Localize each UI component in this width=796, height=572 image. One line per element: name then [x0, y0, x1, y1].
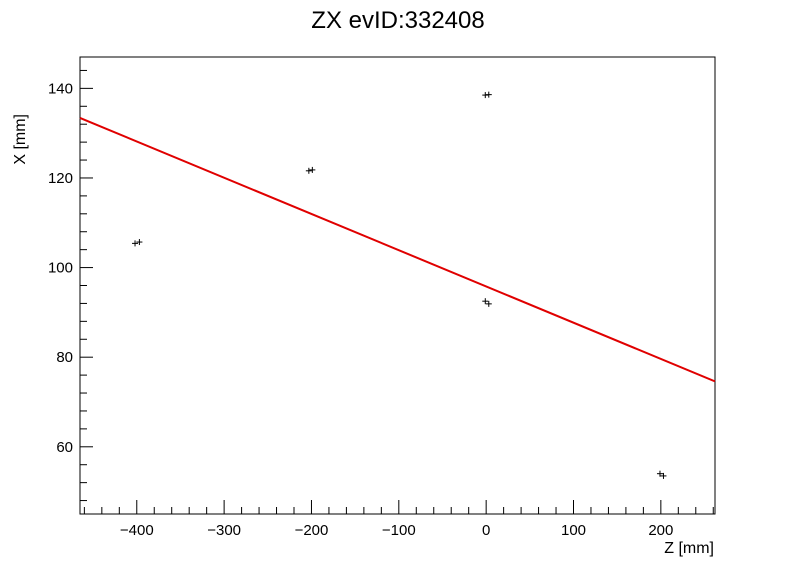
data-point — [656, 470, 663, 477]
fit-line-group — [79, 117, 716, 383]
data-point — [309, 166, 316, 173]
y-axis-label: X [mm] — [12, 114, 29, 165]
y-tick-label: 80 — [56, 349, 73, 366]
x-tick-label: 100 — [561, 522, 586, 539]
x-tick-label: −300 — [207, 522, 241, 539]
data-point — [485, 300, 492, 307]
x-tick-label: 200 — [648, 522, 673, 539]
x-axis: −400 −300 −200 −100 0 100 200 — [83, 500, 714, 539]
y-axis: 60 80 100 120 140 — [48, 69, 93, 502]
data-point — [305, 167, 312, 174]
x-tick-label: −100 — [382, 522, 416, 539]
data-point — [132, 240, 139, 247]
chart-title: ZX evID:332408 — [311, 7, 484, 34]
data-point — [136, 239, 143, 246]
x-tick-label: −400 — [120, 522, 154, 539]
data-point — [485, 91, 492, 98]
x-tick-label: −200 — [295, 522, 329, 539]
data-points — [132, 91, 667, 479]
data-point — [660, 472, 667, 479]
y-tick-label: 120 — [48, 170, 73, 187]
x-axis-label: Z [mm] — [664, 540, 714, 557]
x-tick-label: 0 — [482, 522, 490, 539]
data-point — [482, 298, 489, 305]
y-tick-label: 60 — [56, 439, 73, 456]
plot-frame — [79, 56, 716, 515]
y-tick-label: 100 — [48, 260, 73, 277]
fit-line — [79, 117, 716, 383]
y-tick-label: 140 — [48, 80, 73, 97]
